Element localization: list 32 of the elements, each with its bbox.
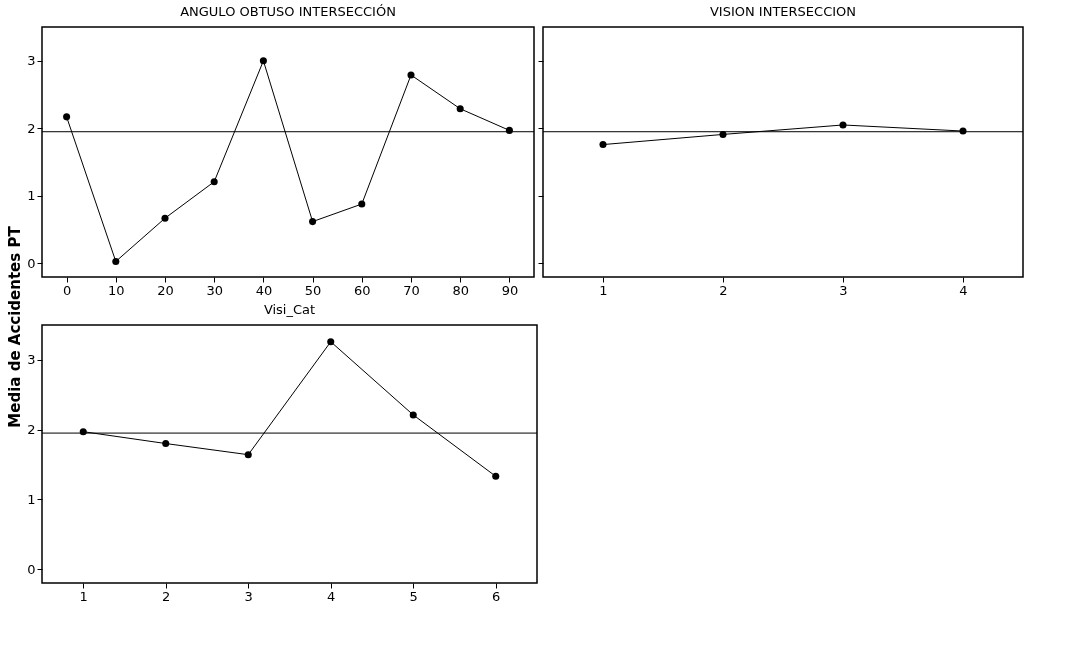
x-tick-label: 5	[409, 588, 418, 604]
y-tick-label: 0	[27, 561, 36, 577]
x-tick-label: 2	[162, 588, 171, 604]
x-tick-label: 30	[206, 282, 223, 298]
x-tick-label: 3	[244, 588, 253, 604]
y-tick-label: 3	[27, 53, 36, 69]
chart-title: Visi_Cat	[263, 302, 316, 317]
x-tick-label: 1	[599, 282, 608, 298]
x-tick-label: 2	[719, 282, 728, 298]
y-tick-label: 0	[27, 255, 36, 271]
x-tick-label: 3	[839, 282, 848, 298]
y-tick-label: 3	[27, 352, 36, 368]
chart-title: VISION INTERSECCION	[709, 4, 857, 19]
y-tick-label: 1	[27, 491, 36, 507]
x-tick-label: 60	[354, 282, 371, 298]
x-tick-label: 80	[452, 282, 469, 298]
y-tick-label: 2	[27, 422, 36, 438]
x-tick-label: 70	[403, 282, 420, 298]
chart-title: ANGULO OBTUSO INTERSECCIÓN	[180, 4, 396, 19]
x-tick-label: 4	[327, 588, 336, 604]
y-tick-label: 1	[27, 188, 36, 204]
x-tick-label: 50	[304, 282, 322, 298]
x-tick-label: 20	[157, 282, 174, 298]
x-tick-label: 6	[492, 588, 501, 604]
x-tick-label: 4	[959, 282, 968, 298]
x-tick-label: 40	[255, 282, 273, 298]
y-axis-title: Media de Accidentes PT	[6, 225, 24, 428]
y-tick-label: 2	[27, 120, 36, 136]
x-tick-label: 10	[108, 282, 125, 298]
x-tick-label: 1	[79, 588, 88, 604]
x-tick-label: 90	[501, 282, 519, 298]
x-tick-label: 0	[62, 282, 72, 298]
